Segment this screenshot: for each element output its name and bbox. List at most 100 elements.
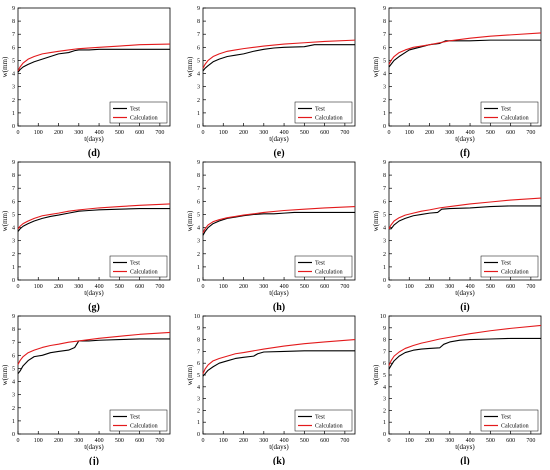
y-tick-label: 4 xyxy=(197,72,200,78)
y-tick-label: 9 xyxy=(383,6,386,12)
y-tick-label: 6 xyxy=(197,45,200,51)
y-tick-label: 0 xyxy=(383,432,386,438)
test-series-line xyxy=(17,48,170,73)
y-tick-label: 8 xyxy=(383,173,386,179)
x-axis-label: t(days) xyxy=(269,135,289,143)
chart-panel: 0 1 2 3 4 5 6 7 8 9 0 100 200 300 400 500 600 700 t(days) w… xyxy=(186,160,356,313)
y-tick-label: 10 xyxy=(380,314,386,320)
y-tick-label: 7 xyxy=(12,340,15,346)
y-tick-label: 3 xyxy=(197,239,200,245)
x-tick-label: 0 xyxy=(17,438,20,444)
x-axis-label: t(days) xyxy=(269,443,289,451)
y-tick-label: 4 xyxy=(12,72,15,78)
y-tick-label: 9 xyxy=(12,314,15,320)
legend-label-test: Test xyxy=(130,415,140,421)
x-tick-label: 700 xyxy=(526,438,535,444)
y-tick-label: 4 xyxy=(197,226,200,232)
x-tick-label: 400 xyxy=(466,130,475,136)
legend-label-calculation: Calculation xyxy=(501,424,529,430)
x-tick-label: 700 xyxy=(155,438,164,444)
y-tick-label: 5 xyxy=(12,58,15,64)
x-tick-label: 0 xyxy=(388,130,391,136)
x-tick-label: 400 xyxy=(466,284,475,290)
y-tick-label: 2 xyxy=(383,408,386,414)
x-tick-label: 100 xyxy=(34,438,43,444)
y-axis-label: w(mm) xyxy=(1,56,9,77)
y-tick-label: 5 xyxy=(197,212,200,218)
y-tick-label: 1 xyxy=(12,111,15,117)
y-tick-label: 7 xyxy=(197,186,200,192)
y-tick-label: 6 xyxy=(197,361,200,367)
y-axis-label: w(mm) xyxy=(186,364,194,385)
test-series-line xyxy=(389,205,541,230)
panel-label: (h) xyxy=(273,302,285,313)
x-tick-label: 0 xyxy=(202,130,205,136)
x-tick-label: 500 xyxy=(300,438,309,444)
x-tick-label: 500 xyxy=(115,130,124,136)
y-tick-label: 1 xyxy=(197,265,200,271)
x-tick-label: 300 xyxy=(259,284,268,290)
y-tick-label: 7 xyxy=(197,32,200,38)
y-tick-label: 5 xyxy=(383,373,386,379)
x-tick-label: 600 xyxy=(320,284,329,290)
test-series-line xyxy=(388,39,541,68)
y-tick-label: 7 xyxy=(383,32,386,38)
x-axis-label: t(days) xyxy=(84,443,104,451)
calculation-series-line xyxy=(17,331,171,365)
x-tick-label: 700 xyxy=(340,284,349,290)
y-tick-label: 9 xyxy=(383,326,386,332)
x-tick-label: 100 xyxy=(34,284,43,290)
y-tick-label: 3 xyxy=(12,85,15,91)
x-tick-label: 500 xyxy=(115,438,124,444)
x-tick-label: 500 xyxy=(300,130,309,136)
x-tick-label: 300 xyxy=(74,130,83,136)
y-tick-label: 4 xyxy=(383,72,386,78)
chart-panel: 0 1 2 3 4 5 6 7 8 9 0 100 200 300 400 500 600 700 t(days) w… xyxy=(1,160,171,313)
y-tick-label: 0 xyxy=(12,432,15,438)
y-tick-label: 4 xyxy=(197,385,200,391)
plot-frame xyxy=(17,7,171,127)
y-tick-label: 0 xyxy=(197,432,200,438)
y-tick-label: 3 xyxy=(12,239,15,245)
chart-panel: 0 1 2 3 4 5 6 7 8 9 0 100 200 300 400 500 600 700 t(days) w… xyxy=(372,160,542,313)
y-tick-label: 9 xyxy=(197,160,200,166)
x-tick-label: 100 xyxy=(219,130,228,136)
x-tick-label: 200 xyxy=(239,130,248,136)
y-tick-label: 2 xyxy=(383,252,386,258)
y-tick-label: 5 xyxy=(197,58,200,64)
y-tick-label: 1 xyxy=(383,111,386,117)
y-tick-label: 10 xyxy=(194,314,200,320)
y-tick-label: 2 xyxy=(383,98,386,104)
y-axis-label: w(mm) xyxy=(186,56,194,77)
y-tick-label: 0 xyxy=(383,278,386,284)
x-axis-label: t(days) xyxy=(455,289,475,297)
y-tick-label: 7 xyxy=(383,186,386,192)
y-tick-label: 6 xyxy=(12,199,15,205)
plot-frame xyxy=(17,315,171,435)
y-tick-label: 8 xyxy=(12,327,15,333)
y-tick-label: 4 xyxy=(383,226,386,232)
y-tick-label: 0 xyxy=(12,278,15,284)
y-tick-label: 8 xyxy=(383,19,386,25)
x-tick-label: 300 xyxy=(259,438,268,444)
legend-label-test: Test xyxy=(501,261,511,267)
y-tick-label: 1 xyxy=(197,111,200,117)
y-tick-label: 6 xyxy=(383,199,386,205)
y-tick-label: 9 xyxy=(383,160,386,166)
x-tick-label: 100 xyxy=(405,130,414,136)
panel-label: (g) xyxy=(88,302,100,313)
calculation-series-line xyxy=(17,43,171,72)
y-tick-label: 2 xyxy=(12,252,15,258)
y-tick-label: 1 xyxy=(12,265,15,271)
legend-label-test: Test xyxy=(130,261,140,267)
y-tick-label: 3 xyxy=(12,393,15,399)
legend-label-test: Test xyxy=(501,107,511,113)
y-tick-label: 6 xyxy=(12,353,15,359)
y-axis-label: w(mm) xyxy=(186,210,194,231)
y-axis-label: w(mm) xyxy=(372,210,380,231)
x-tick-label: 0 xyxy=(17,284,20,290)
y-tick-label: 6 xyxy=(383,45,386,51)
legend-label-test: Test xyxy=(315,107,325,113)
